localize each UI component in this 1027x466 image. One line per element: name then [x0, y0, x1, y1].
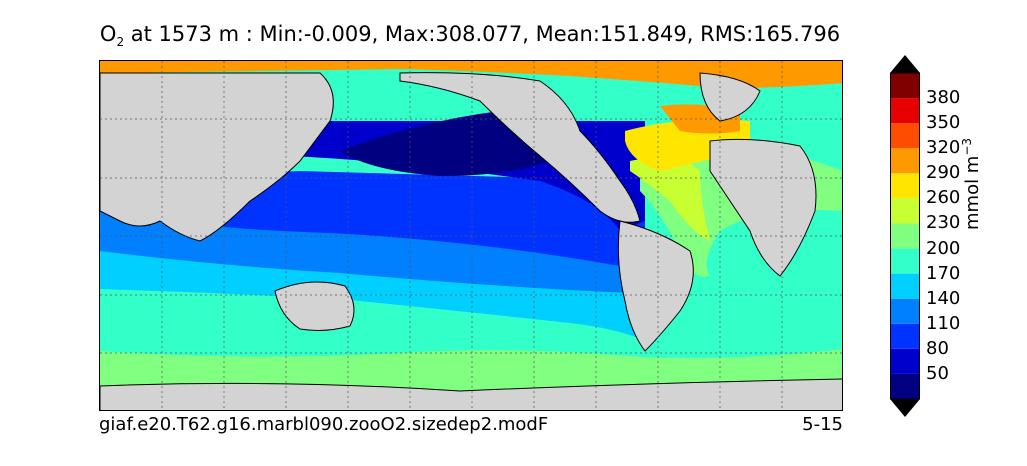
colorbar-tick-label: 170	[926, 262, 961, 284]
colorbar-segment	[890, 173, 920, 199]
colorbar-tick-label: 320	[926, 137, 961, 159]
colorbar-segment	[890, 298, 920, 324]
units-text: mmol m	[962, 155, 983, 230]
colorbar-tick-label: 230	[926, 212, 961, 234]
colorbar-min-arrow	[890, 399, 920, 417]
units-exponent: −3	[960, 137, 974, 156]
colorbar-segment	[890, 198, 920, 224]
greenland-land	[699, 72, 761, 122]
years-label: 5-15	[802, 414, 843, 435]
colorbar-tick-label: 290	[926, 162, 961, 184]
colorbar-segment	[890, 148, 920, 174]
title-stats: at 1573 m : Min:-0.009, Max:308.077, Mea…	[124, 22, 841, 46]
map-canvas	[100, 61, 842, 410]
colorbar	[890, 55, 920, 417]
colorbar-units: mmol m−3	[960, 138, 983, 230]
africa-land	[709, 138, 817, 277]
colorbar-segment	[890, 73, 920, 99]
map-title: O2 at 1573 m : Min:-0.009, Max:308.077, …	[0, 22, 940, 49]
colorbar-tick-label: 200	[926, 237, 961, 259]
colorbar-tick-label: 260	[926, 187, 961, 209]
south-america-land	[617, 220, 694, 352]
colorbar-segment	[890, 248, 920, 274]
colorbar-segment	[890, 373, 920, 399]
colorbar-tick-label: 80	[926, 337, 949, 359]
north-america-land	[399, 72, 641, 223]
map-panel	[99, 60, 843, 411]
colorbar-segment	[890, 323, 920, 349]
arctic-band	[100, 61, 842, 88]
australia-land	[274, 281, 355, 331]
colorbar-max-arrow	[890, 55, 920, 73]
case-name-label: giaf.e20.T62.g16.marbl090.zooO2.sizedep2…	[99, 414, 549, 435]
colorbar-segment	[890, 98, 920, 124]
atlantic-nadw-band	[630, 157, 710, 241]
colorbar-tick-label: 110	[926, 312, 961, 334]
colorbar-segment	[890, 223, 920, 249]
antarctica-land	[100, 378, 842, 410]
colorbar-tick-label: 380	[926, 87, 961, 109]
colorbar-segment	[890, 273, 920, 299]
land-masses	[100, 72, 842, 410]
title-subscript: 2	[116, 35, 125, 50]
colorbar-tick-label: 140	[926, 287, 961, 309]
colorbar-segment	[890, 123, 920, 149]
title-variable: O	[99, 22, 117, 46]
colorbar-segment	[890, 348, 920, 374]
colorbar-frame	[890, 72, 920, 400]
colorbar-tick-label: 350	[926, 112, 961, 134]
colorbar-tick-label: 50	[926, 362, 949, 384]
graticule	[100, 61, 842, 410]
eurasia-land	[100, 72, 334, 242]
